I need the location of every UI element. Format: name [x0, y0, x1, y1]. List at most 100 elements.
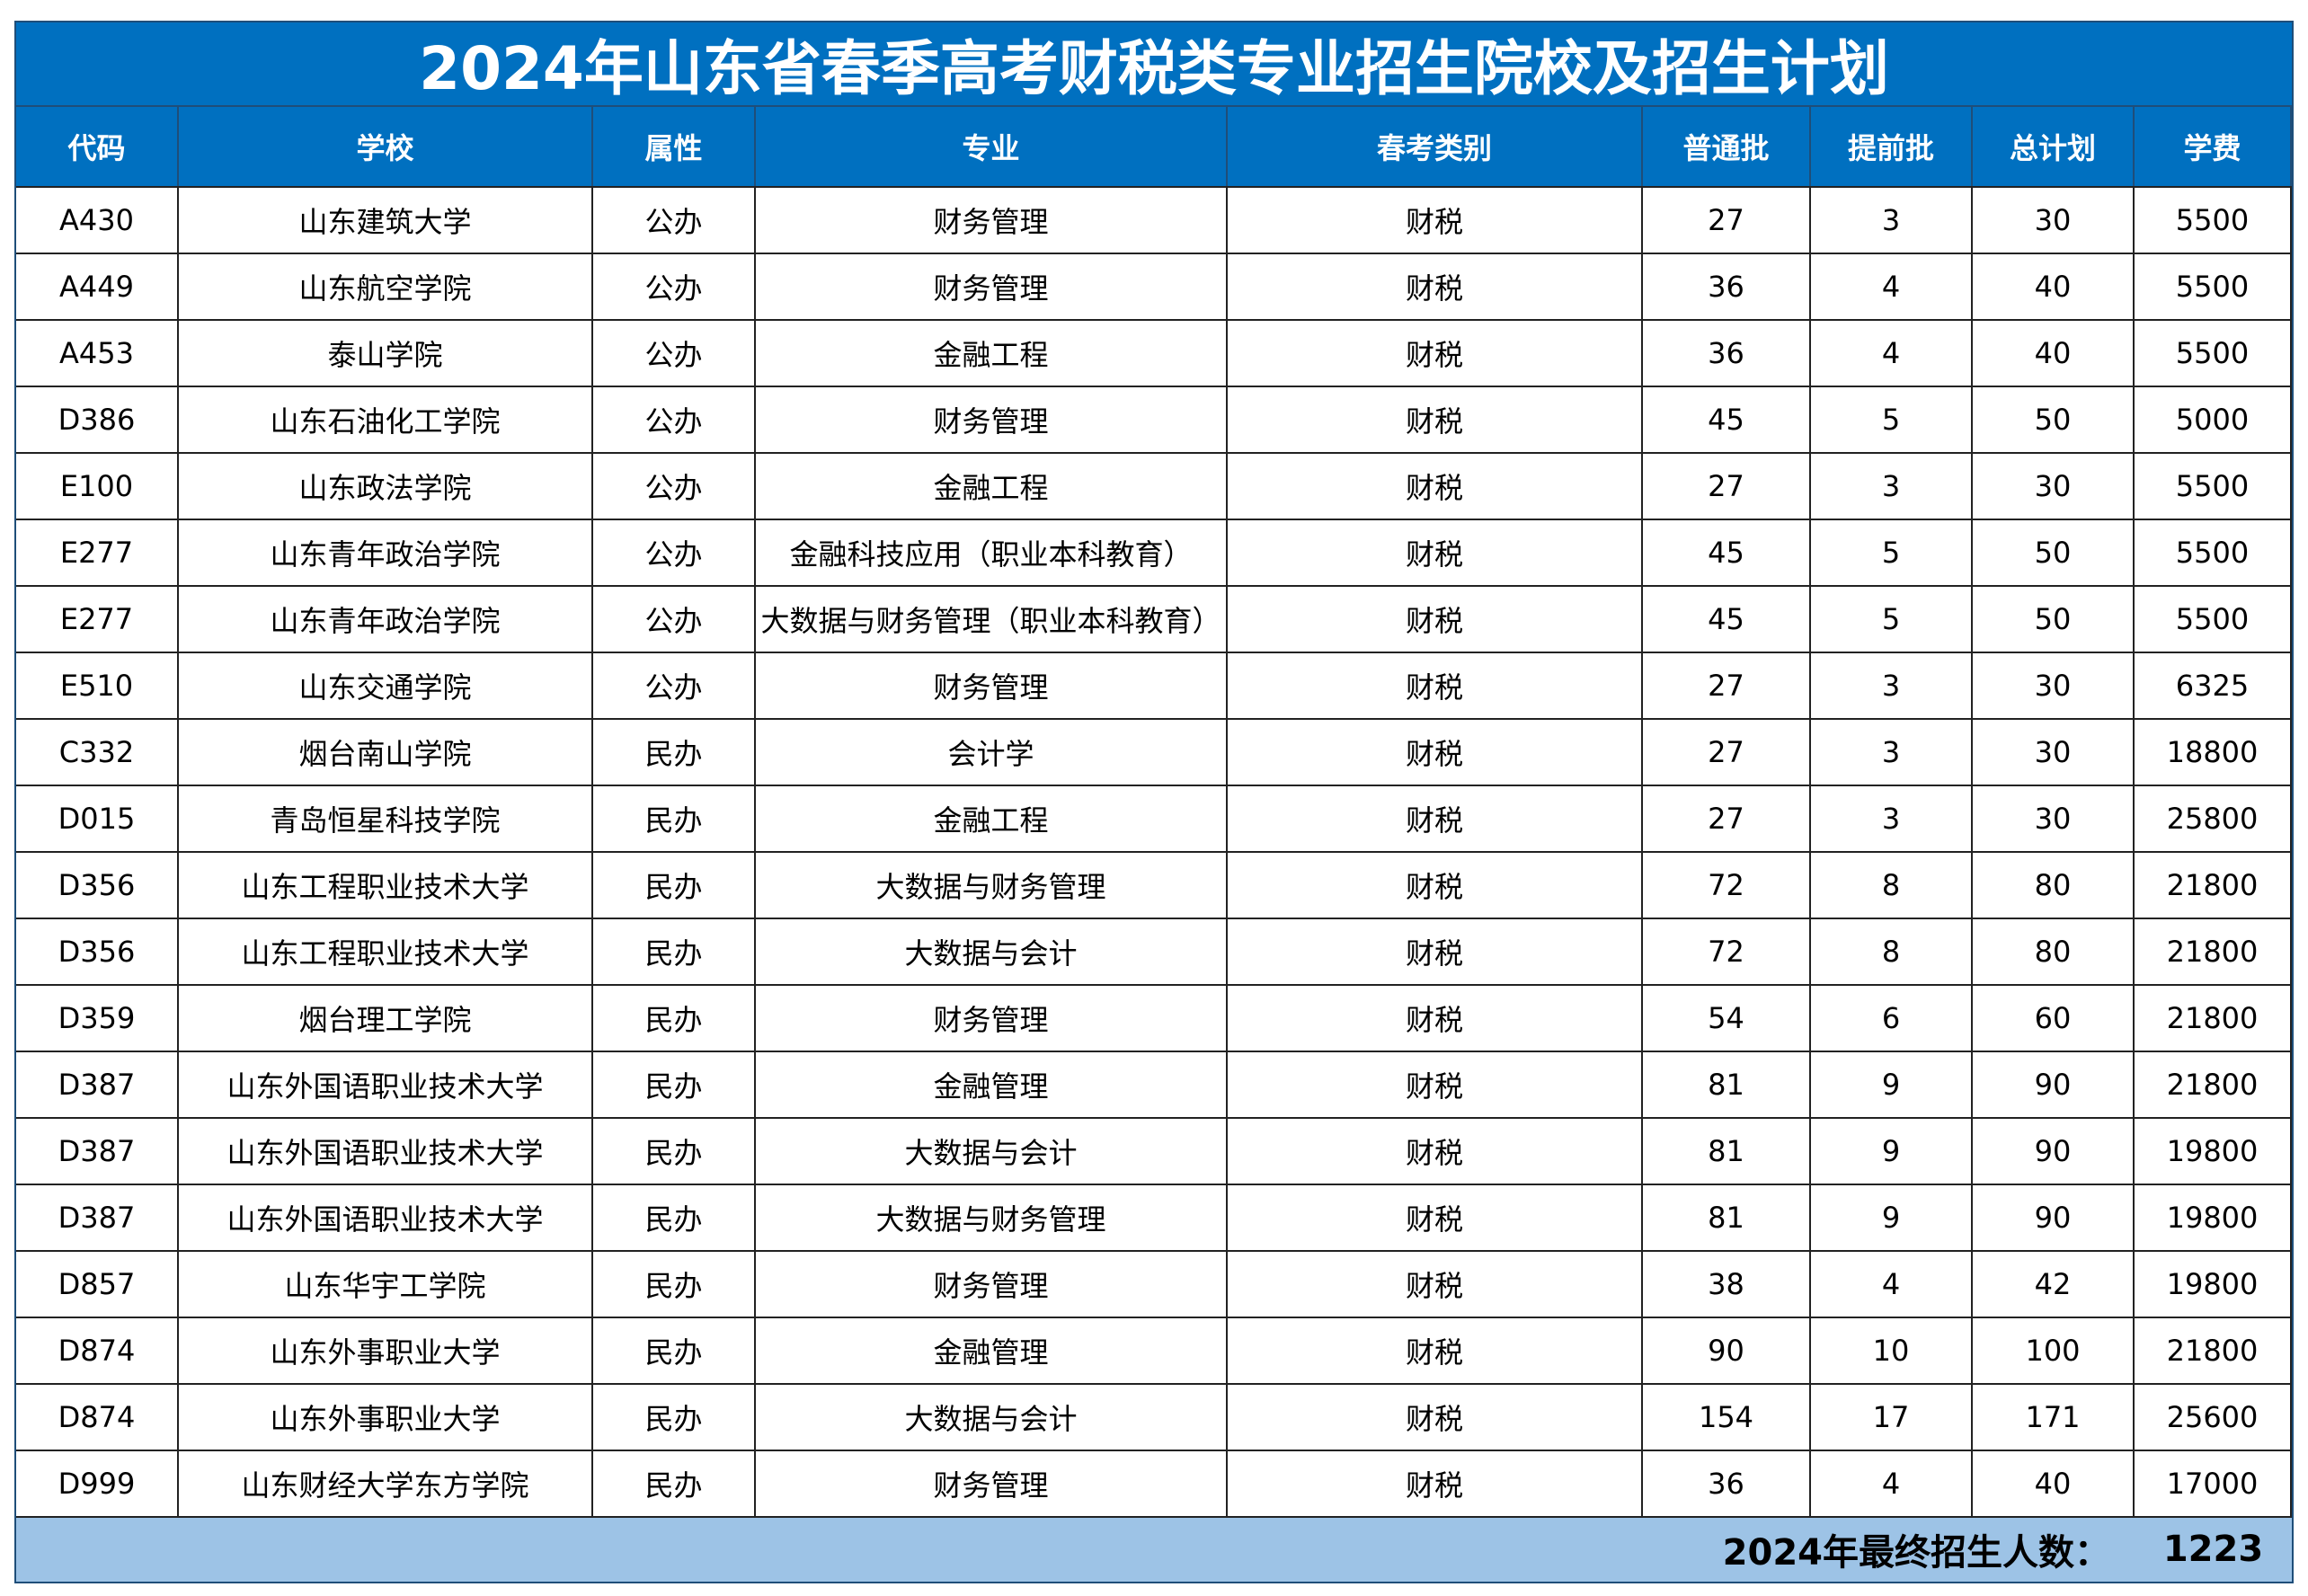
cell: 民办: [593, 984, 756, 1051]
cell: 72: [1643, 851, 1811, 918]
cell: 财税: [1228, 386, 1643, 452]
cell: 5500: [2135, 253, 2292, 319]
cell: 山东外国语职业技术大学: [179, 1117, 593, 1184]
cell: 45: [1643, 386, 1811, 452]
cell: 公办: [593, 186, 756, 253]
cell: 5: [1811, 585, 1973, 652]
cell: D359: [16, 984, 179, 1051]
column-header: 总计划: [1973, 105, 2135, 186]
cell: 80: [1973, 851, 2135, 918]
cell: 171: [1973, 1383, 2135, 1450]
cell: 5: [1811, 386, 1973, 452]
cell: 财税: [1228, 652, 1643, 718]
cell: 财税: [1228, 253, 1643, 319]
cell: 财税: [1228, 186, 1643, 253]
cell: 17000: [2135, 1450, 2292, 1516]
cell: 财税: [1228, 585, 1643, 652]
cell: 18800: [2135, 718, 2292, 785]
cell: 40: [1973, 319, 2135, 386]
cell: 30: [1973, 785, 2135, 851]
cell: 80: [1973, 918, 2135, 984]
cell: 30: [1973, 652, 2135, 718]
cell: D874: [16, 1383, 179, 1450]
cell: 30: [1973, 186, 2135, 253]
cell: 财税: [1228, 785, 1643, 851]
cell: 公办: [593, 452, 756, 519]
cell: 公办: [593, 519, 756, 585]
cell: 3: [1811, 452, 1973, 519]
cell: 21800: [2135, 851, 2292, 918]
cell: 6: [1811, 984, 1973, 1051]
cell: 27: [1643, 652, 1811, 718]
footer-total: 1223: [2162, 1528, 2264, 1570]
cell: 财税: [1228, 918, 1643, 984]
cell: 81: [1643, 1051, 1811, 1117]
cell: 财务管理: [756, 1450, 1228, 1516]
cell: 25600: [2135, 1383, 2292, 1450]
cell: 4: [1811, 1250, 1973, 1317]
column-header: 代码: [16, 105, 179, 186]
column-header: 专业: [756, 105, 1228, 186]
cell: 民办: [593, 1450, 756, 1516]
cell: 山东工程职业技术大学: [179, 851, 593, 918]
cell: D387: [16, 1117, 179, 1184]
cell: 9: [1811, 1051, 1973, 1117]
cell: 财税: [1228, 452, 1643, 519]
cell: 19800: [2135, 1117, 2292, 1184]
cell: 山东外国语职业技术大学: [179, 1184, 593, 1250]
cell: A453: [16, 319, 179, 386]
cell: 81: [1643, 1184, 1811, 1250]
cell: E277: [16, 585, 179, 652]
cell: 民办: [593, 918, 756, 984]
cell: 4: [1811, 1450, 1973, 1516]
cell: 民办: [593, 1184, 756, 1250]
cell: 财税: [1228, 519, 1643, 585]
cell: 5500: [2135, 585, 2292, 652]
cell: 财务管理: [756, 386, 1228, 452]
cell: 民办: [593, 851, 756, 918]
column-header: 属性: [593, 105, 756, 186]
cell: 19800: [2135, 1250, 2292, 1317]
cell: 19800: [2135, 1184, 2292, 1250]
cell: 民办: [593, 1383, 756, 1450]
cell: 财务管理: [756, 1250, 1228, 1317]
cell: 45: [1643, 585, 1811, 652]
cell: 50: [1973, 519, 2135, 585]
cell: 山东建筑大学: [179, 186, 593, 253]
cell: 90: [1973, 1117, 2135, 1184]
cell: 大数据与财务管理: [756, 1184, 1228, 1250]
cell: 3: [1811, 718, 1973, 785]
cell: D356: [16, 918, 179, 984]
cell: 公办: [593, 585, 756, 652]
cell: 50: [1973, 386, 2135, 452]
footer-label: 2024年最终招生人数：: [1722, 1531, 2110, 1574]
cell: 36: [1643, 1450, 1811, 1516]
cell: E277: [16, 519, 179, 585]
cell: 民办: [593, 718, 756, 785]
cell: 30: [1973, 452, 2135, 519]
cell: 8: [1811, 918, 1973, 984]
cell: 财税: [1228, 1051, 1643, 1117]
cell: A430: [16, 186, 179, 253]
cell: 财税: [1228, 1117, 1643, 1184]
cell: 财税: [1228, 1250, 1643, 1317]
cell: 财税: [1228, 1450, 1643, 1516]
cell: 山东财经大学东方学院: [179, 1450, 593, 1516]
cell: 72: [1643, 918, 1811, 984]
cell: 21800: [2135, 1051, 2292, 1117]
cell: 山东青年政治学院: [179, 519, 593, 585]
cell: 泰山学院: [179, 319, 593, 386]
cell: 财税: [1228, 984, 1643, 1051]
cell: 青岛恒星科技学院: [179, 785, 593, 851]
cell: 27: [1643, 718, 1811, 785]
cell: 5500: [2135, 186, 2292, 253]
cell: D015: [16, 785, 179, 851]
cell: 民办: [593, 785, 756, 851]
cell: D874: [16, 1317, 179, 1383]
cell: D386: [16, 386, 179, 452]
column-header: 学费: [2135, 105, 2292, 186]
cell: 27: [1643, 785, 1811, 851]
cell: 40: [1973, 253, 2135, 319]
cell: 山东石油化工学院: [179, 386, 593, 452]
cell: 山东工程职业技术大学: [179, 918, 593, 984]
